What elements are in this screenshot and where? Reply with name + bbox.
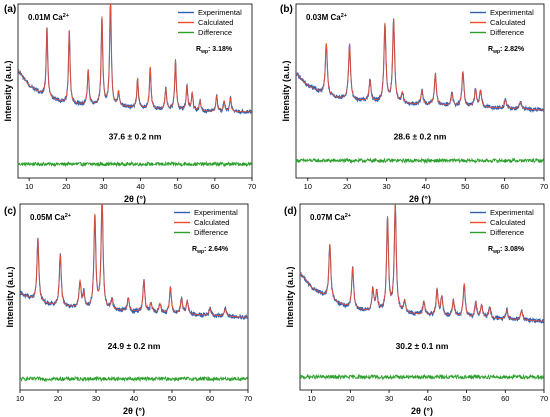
rwp-label: Rwp: 2.82%: [488, 46, 525, 55]
x-tick-label: 10: [25, 182, 33, 191]
plot-frame: [295, 3, 545, 179]
rwp-label: Rwp: 2.64%: [192, 246, 229, 255]
panel-label: (a): [4, 4, 16, 15]
x-tick-label: 20: [346, 394, 354, 403]
difference-series: [19, 375, 249, 383]
x-tick-label: 40: [424, 394, 432, 403]
difference-series: [17, 160, 253, 168]
calculated-series: [299, 204, 545, 322]
x-tick-label: 30: [382, 182, 390, 191]
calculated-series: [295, 18, 544, 111]
x-axis-title: 2θ (°): [409, 194, 431, 204]
x-tick-label: 10: [304, 182, 312, 191]
legend-entry: Difference: [490, 28, 524, 37]
difference-series: [295, 157, 545, 164]
difference-series: [299, 373, 545, 381]
x-tick-label: 70: [540, 182, 548, 191]
x-tick-label: 70: [540, 394, 548, 403]
y-axis-title: Intensity (a.u.): [3, 60, 13, 121]
x-tick-label: 50: [461, 182, 469, 191]
x-tick-label: 20: [62, 182, 70, 191]
x-tick-label: 10: [307, 394, 315, 403]
x-axis-title: 2θ (°): [123, 406, 145, 416]
x-tick-label: 10: [16, 394, 24, 403]
legend-entry: Difference: [194, 228, 228, 237]
y-axis-title: Intensity (a.u.): [5, 266, 15, 327]
plot-frame: [17, 3, 253, 179]
plot-frame: [299, 203, 545, 391]
crystallite-size-label: 37.6 ± 0.2 nm: [109, 132, 162, 142]
rwp-label: Rwp: 3.08%: [488, 246, 525, 255]
rwp-label: Rwp: 3.18%: [196, 46, 233, 55]
x-tick-label: 70: [244, 394, 252, 403]
legend-entry: Experimental: [490, 208, 534, 217]
y-axis-title: Intensity (a.u.): [285, 266, 295, 327]
legend-entry: Difference: [198, 28, 232, 37]
x-axis-title: 2θ (°): [124, 194, 146, 204]
x-tick-label: 40: [422, 182, 430, 191]
x-tick-label: 20: [54, 394, 62, 403]
legend-entry: Experimental: [490, 8, 534, 17]
crystallite-size-label: 30.2 ± 0.1 nm: [396, 341, 449, 351]
chart-panel-4: (d) 10 20 30 40 50 60 70 2θ (°) Intensity (a.u.) 0…: [284, 203, 548, 416]
calculated-series: [19, 204, 249, 318]
y-axis-title: Intensity (a.u.): [281, 60, 291, 121]
crystallite-size-label: 24.9 ± 0.2 nm: [108, 341, 161, 351]
x-tick-label: 50: [462, 394, 470, 403]
legend-entry: Calculated: [194, 218, 229, 227]
panel-label: (c): [4, 206, 16, 217]
x-tick-label: 50: [174, 182, 182, 191]
legend-entry: Difference: [490, 228, 524, 237]
chart-panel-1: (a) 10 20 30 40 50 60 70 2θ (°) Intensity (a.u.) 0…: [3, 3, 256, 204]
x-tick-label: 60: [501, 394, 509, 403]
panel-label: (d): [284, 206, 297, 217]
experimental-series: [295, 18, 545, 114]
x-axis-title: 2θ (°): [411, 406, 433, 416]
panel-label: (b): [280, 4, 293, 15]
x-tick-label: 60: [500, 182, 508, 191]
legend-entry: Calculated: [490, 218, 525, 227]
concentration-label: 0.01M Ca2+: [28, 13, 69, 22]
legend-entry: Experimental: [198, 8, 242, 17]
legend-entry: Calculated: [490, 18, 525, 27]
x-tick-label: 40: [136, 182, 144, 191]
x-tick-label: 20: [343, 182, 351, 191]
x-tick-label: 30: [99, 182, 107, 191]
legend-entry: Calculated: [198, 18, 233, 27]
x-tick-label: 60: [206, 394, 214, 403]
x-tick-label: 40: [130, 394, 138, 403]
x-tick-label: 50: [168, 394, 176, 403]
calculated-series: [17, 4, 252, 113]
concentration-label: 0.05M Ca2+: [30, 213, 71, 222]
x-tick-label: 30: [92, 394, 100, 403]
chart-panel-3: (c) 10 20 30 40 50 60 70 2θ (°) Intensity (a.u.) 0…: [4, 203, 252, 416]
legend-entry: Experimental: [194, 208, 238, 217]
x-tick-label: 60: [211, 182, 219, 191]
concentration-label: 0.03M Ca2+: [306, 13, 347, 22]
concentration-label: 0.07M Ca2+: [310, 213, 351, 222]
chart-panel-2: (b) 10 20 30 40 50 60 70 2θ (°) Intensity (a.u.) 0…: [280, 3, 548, 204]
x-tick-label: 70: [248, 182, 256, 191]
x-tick-label: 30: [385, 394, 393, 403]
crystallite-size-label: 28.6 ± 0.2 nm: [394, 132, 447, 142]
